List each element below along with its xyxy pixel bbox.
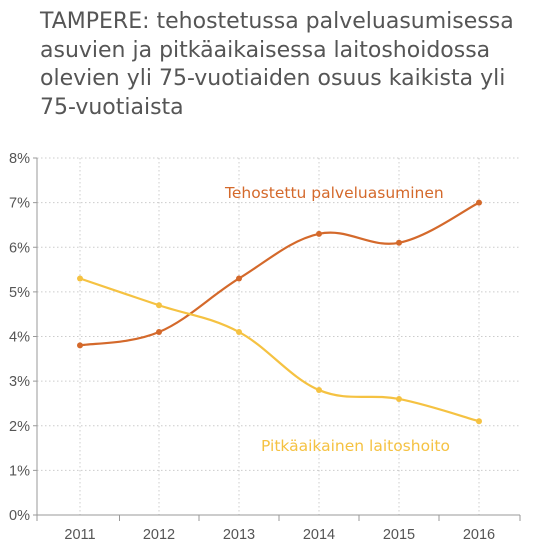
data-point (476, 418, 482, 425)
x-tick-label: 2013 (223, 527, 255, 543)
data-point (396, 395, 402, 402)
x-tick-label: 2011 (64, 527, 95, 543)
data-point (236, 329, 242, 336)
axes (33, 157, 521, 521)
data-point (316, 387, 322, 394)
y-tick-label: 6% (9, 240, 30, 256)
y-tick-label: 8% (9, 151, 30, 167)
y-tick-label: 3% (9, 374, 30, 390)
data-point (476, 199, 482, 206)
x-tick-labels: 2011 2012 2013 2014 2015 2016 (64, 527, 495, 543)
data-point (156, 329, 162, 336)
series-layer (77, 199, 482, 425)
data-point (236, 275, 242, 282)
series-label: Tehostettu palveluasuminen (224, 184, 444, 202)
y-tick-label: 2% (9, 419, 30, 435)
x-tick-label: 2012 (143, 527, 175, 543)
y-tick-label: 4% (9, 330, 30, 346)
series-labels: Tehostettu palveluasuminen Pitkäaikainen … (224, 184, 450, 455)
y-tick-label: 5% (9, 285, 30, 301)
data-point (396, 239, 402, 246)
series-line (78, 201, 481, 347)
x-tick-label: 2014 (303, 527, 335, 543)
data-point (77, 342, 83, 349)
y-tick-label: 7% (9, 196, 30, 212)
data-point (316, 230, 322, 237)
series-label: Pitkäaikainen laitoshoito (261, 437, 450, 455)
series-line (78, 277, 481, 423)
y-tick-label: 0% (9, 508, 30, 524)
chart-title: TAMPERE: tehostetussa palveluasumisessa … (40, 9, 514, 120)
x-tick-label: 2015 (383, 527, 415, 543)
y-tick-labels: 0% 1% 2% 3% 4% 5% 6% 7% 8% (9, 151, 30, 524)
gridlines (37, 157, 520, 515)
data-point (77, 275, 83, 282)
y-tick-label: 1% (9, 463, 30, 479)
data-point (156, 302, 162, 309)
x-tick-label: 2016 (463, 527, 495, 543)
